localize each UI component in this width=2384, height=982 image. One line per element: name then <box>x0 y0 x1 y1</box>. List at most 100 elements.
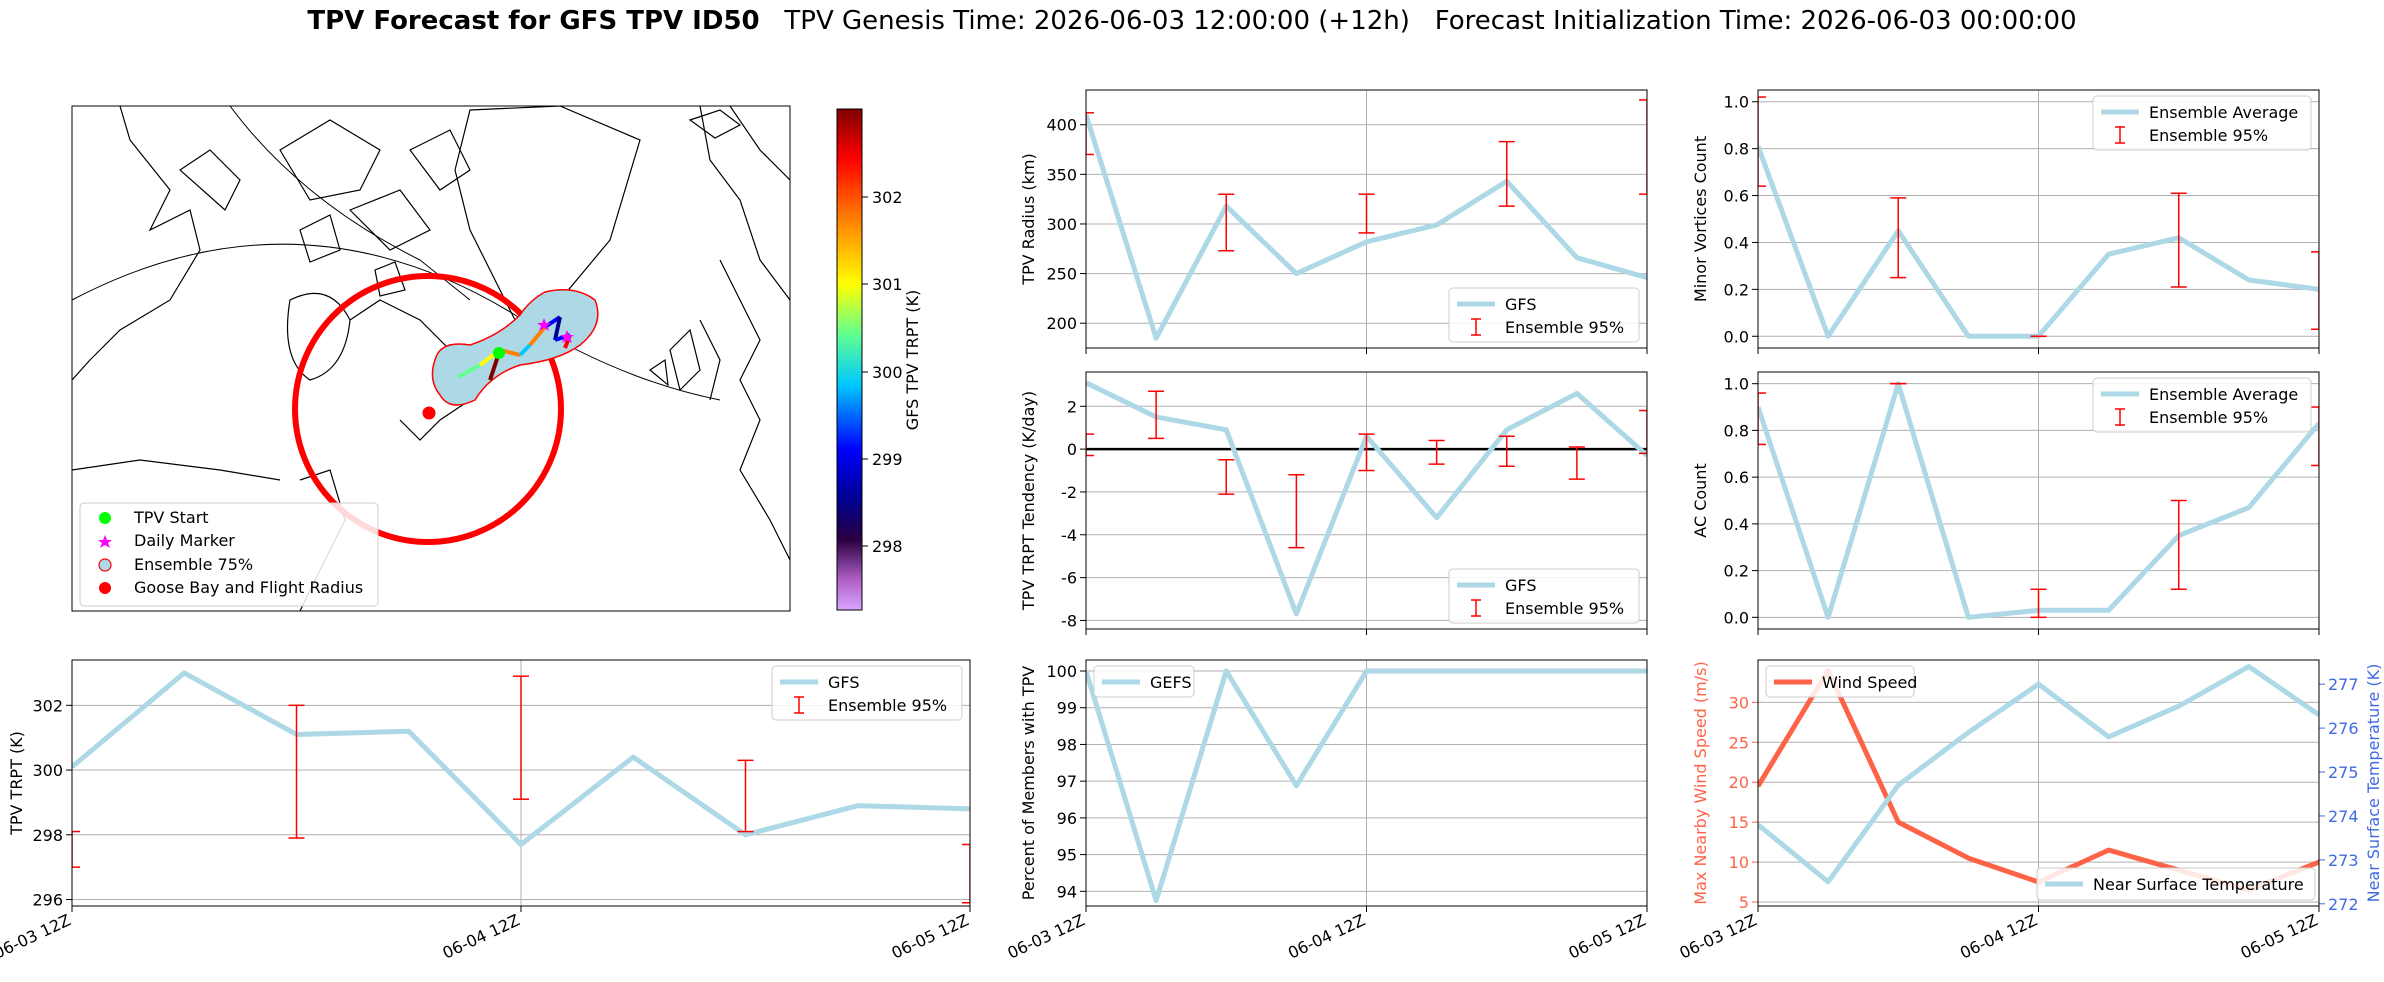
chart-radius: 200 250 300 350 400 TPV Radius (km) GFS Ensembl… <box>1019 89 1648 354</box>
y-tick-label: 1.0 <box>1724 375 1749 394</box>
x-tick-label: 06-03 12Z <box>0 910 74 962</box>
y-tick-label: 0.8 <box>1724 421 1749 440</box>
colorbar-tick-label: 301 <box>872 275 903 294</box>
tpv-start-marker <box>493 347 505 359</box>
legend-box <box>1448 568 1640 624</box>
y-tick-label: 0.2 <box>1724 280 1749 299</box>
plot-area <box>1086 99 1647 341</box>
y-right-tick-label: 273 <box>2328 851 2359 870</box>
legend-label: GFS <box>1505 295 1536 314</box>
legend: Near Surface Temperature <box>2036 867 2316 901</box>
legend-box <box>1093 665 1195 698</box>
y-tick-label: 5 <box>1739 893 1749 912</box>
y-tick-label: 302 <box>32 696 63 715</box>
y-tick-label: 25 <box>1729 733 1749 752</box>
goose-bay-marker <box>422 406 436 420</box>
legend-box <box>2092 377 2312 433</box>
y-tick-label: 20 <box>1729 773 1749 792</box>
y-tick-label: 300 <box>1046 215 1077 234</box>
legend-label: Near Surface Temperature <box>2093 875 2304 894</box>
title-main: TPV Forecast for GFS TPV ID50 <box>307 6 760 36</box>
legend-label: Ensemble 95% <box>2149 408 2268 427</box>
colorbar-tick-label: 302 <box>872 188 903 207</box>
y-tick-label: 100 <box>1046 662 1077 681</box>
colorbar-tick-label: 298 <box>872 537 903 556</box>
series-line-0 <box>72 670 970 847</box>
y-tick-label: 0.4 <box>1724 515 1749 534</box>
y-tick-label: 0.0 <box>1724 327 1749 346</box>
y-tick-label: -6 <box>1061 569 1077 588</box>
y-tick-label: 0 <box>1067 440 1077 459</box>
legend: GEFS <box>1093 665 1195 698</box>
y-right-tick-label: 274 <box>2328 807 2359 826</box>
y-tick-label: -4 <box>1061 526 1077 545</box>
x-tick-label: 06-05 12Z <box>2238 910 2321 962</box>
legend-label: Ensemble 95% <box>828 696 947 715</box>
chart-wind_temp: 5 10 15 20 25 30 06-03 12Z 06-04 12Z 06-05 12Z Ma… <box>1677 659 2383 963</box>
daily-marker <box>560 330 574 343</box>
legend-label: Ensemble 95% <box>2149 126 2268 145</box>
flight-radius-circle <box>292 273 564 545</box>
chart-minor: 0.0 0.2 0.4 0.6 0.8 1.0 Minor Vortices Count En… <box>1691 89 2320 354</box>
series-line-1 <box>1758 664 2319 885</box>
plot-area <box>72 670 970 904</box>
legend-label: GEFS <box>1150 673 1192 692</box>
legend-label: Ensemble Average <box>2149 385 2298 404</box>
plot-frame <box>1085 659 1648 907</box>
y-right-tick-label: 277 <box>2328 675 2359 694</box>
magenta-star-icon <box>98 535 112 548</box>
title-genesis: TPV Genesis Time: 2026-06-03 12:00:00 (+… <box>784 6 1410 36</box>
legend: Ensemble Average Ensemble 95% <box>2092 377 2312 433</box>
legend: Ensemble Average Ensemble 95% <box>2092 95 2312 151</box>
y-tick-label: 350 <box>1046 165 1077 184</box>
colorbar-gradient <box>836 108 863 611</box>
y-tick-label: 0.6 <box>1724 468 1749 487</box>
map-panel: TPV Start Daily Marker Ensemble 75% Goos… <box>71 105 922 612</box>
y-tick-label: 15 <box>1729 813 1749 832</box>
y-tick-label: 0.8 <box>1724 140 1749 159</box>
y-axis-label: Percent of Members with TPV <box>1019 666 1038 900</box>
y-axis-label: TPV TRPT (K) <box>7 731 26 836</box>
x-tick-label: 06-03 12Z <box>1677 910 1760 962</box>
x-tick-label: 06-03 12Z <box>1005 910 1088 962</box>
legend-label: Wind Speed <box>1822 673 1917 692</box>
y-tick-label: -2 <box>1061 483 1077 502</box>
legend-box <box>1448 287 1640 343</box>
y-axis-label: TPV Radius (km) <box>1019 153 1038 286</box>
y-tick-label: 94 <box>1057 882 1077 901</box>
y-axis-label: AC Count <box>1691 463 1710 537</box>
legend-box <box>2036 867 2316 901</box>
legend-label: GFS <box>828 673 859 692</box>
y-tick-label: 0.2 <box>1724 562 1749 581</box>
y-right-tick-label: 272 <box>2328 895 2359 914</box>
chart-members: 94 95 96 97 98 99 100 06-03 12Z 06-04 12Z 06-05 1… <box>1005 659 1649 963</box>
legend: Wind Speed <box>1765 665 1917 698</box>
map-frame <box>71 105 791 612</box>
x-tick-label: 06-05 12Z <box>889 910 972 962</box>
x-tick-label: 06-04 12Z <box>1285 910 1368 962</box>
y-axis-label: TPV TRPT Tendency (K/day) <box>1019 391 1038 611</box>
plot-frame <box>1757 659 2320 907</box>
plot-frame <box>71 659 971 907</box>
legend: GFS Ensemble 95% <box>1448 568 1640 624</box>
y-tick-label: -8 <box>1061 611 1077 630</box>
y-tick-label: 250 <box>1046 265 1077 284</box>
colorbar-label: GFS TPV TRPT (K) <box>903 290 922 430</box>
y-tick-label: 0.6 <box>1724 187 1749 206</box>
legend-box <box>771 665 963 721</box>
legend-label: Ensemble 95% <box>1505 599 1624 618</box>
y-right-axis-label: Near Surface Temperature (K) <box>2364 664 2383 903</box>
y-right-tick-label: 276 <box>2328 719 2359 738</box>
map-legend: TPV Start Daily Marker Ensemble 75% Goos… <box>79 502 379 607</box>
chart-trpt: 296 298 300 302 06-03 12Z 06-04 12Z 06-05 12Z T… <box>0 659 972 963</box>
plot-frame <box>1085 371 1648 630</box>
x-tick-label: 06-04 12Z <box>1957 910 2040 962</box>
plot-area <box>1086 380 1647 617</box>
y-tick-label: 30 <box>1729 693 1749 712</box>
title-init: Forecast Initialization Time: 2026-06-03… <box>1434 6 2077 36</box>
colorbar-tick-label: 299 <box>872 450 903 469</box>
chart-ac: 0.0 0.2 0.4 0.6 0.8 1.0 AC Count Ensemble Avera… <box>1691 371 2320 635</box>
x-tick-label: 06-05 12Z <box>1566 910 1649 962</box>
daily-marker <box>537 318 551 331</box>
